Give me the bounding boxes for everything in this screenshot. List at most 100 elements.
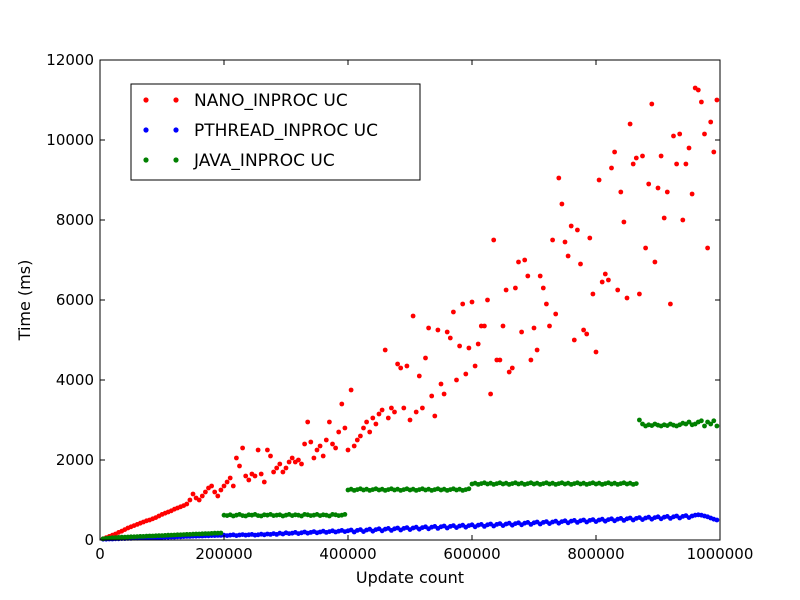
data-point-nano [702,131,707,137]
data-point-nano [482,323,487,329]
data-point-nano [237,463,242,469]
data-point-nano [578,261,583,267]
data-point-nano [320,453,326,459]
data-point-nano [286,459,292,465]
data-point-nano [695,87,701,93]
data-point-nano [593,349,599,355]
data-point-java [699,418,704,424]
data-point-nano [283,465,289,471]
data-point-nano [447,335,453,341]
data-point-nano [438,381,444,387]
data-point-nano [612,149,617,155]
data-point-nano [345,447,351,453]
data-point-nano [485,297,490,303]
data-point-nano [488,391,493,397]
data-point-nano [584,331,590,337]
legend-marker-nano [173,97,179,103]
data-point-java [702,423,707,429]
data-point-nano [184,501,190,507]
data-point-nano [441,391,447,397]
data-point-nano [227,475,233,481]
data-point-nano [221,483,227,489]
legend-label-java: JAVA_INPROC UC [193,151,335,171]
data-point-nano [258,471,264,477]
data-point-nano [621,219,627,225]
data-point-nano [624,295,630,301]
data-point-nano [686,145,692,151]
data-point-nano [671,133,676,139]
data-point-nano [429,393,435,399]
data-point-nano [230,483,236,489]
x-tick-label: 800000 [567,545,624,563]
data-point-nano [630,161,636,167]
data-point-java [633,481,639,486]
data-point-nano [212,489,218,495]
data-point-nano [705,245,710,251]
data-point-nano [358,433,363,439]
data-point-nano [460,301,466,307]
data-point-nano [435,327,441,333]
data-point-nano [190,491,196,497]
data-point-nano [457,343,462,349]
data-point-nano [252,473,258,479]
data-point-nano [668,301,673,307]
data-point-nano [599,279,605,285]
data-point-nano [274,465,280,471]
data-point-nano [506,369,512,375]
data-point-nano [677,131,683,137]
x-axis-label: Update count [356,568,464,587]
data-point-nano [711,149,717,155]
data-point-pthread [714,517,720,523]
data-point-nano [531,325,537,331]
legend-label-nano: NANO_INPROC UC [194,91,348,111]
data-point-java [708,421,714,427]
data-point-nano [199,493,205,499]
data-point-nano [308,439,314,445]
data-point-nano [714,97,720,103]
data-point-nano [423,355,428,361]
data-point-nano [376,411,382,417]
data-point-nano [196,497,202,503]
data-point-nano [354,437,360,443]
legend-marker-java [173,157,179,163]
y-tick-label: 2000 [56,451,94,469]
data-point-nano [209,483,215,489]
data-point-nano [339,401,345,407]
data-point-nano [407,417,413,423]
data-point-java [218,530,224,536]
data-point-nano [215,493,221,499]
data-point-nano [330,441,335,447]
series-nano [100,85,720,542]
data-point-nano [475,341,481,347]
data-point-nano [559,201,565,207]
data-point-nano [606,277,611,283]
data-point-java [686,419,692,425]
data-point-nano [652,259,658,265]
data-point-nano [528,357,534,363]
data-point-nano [392,409,397,415]
data-point-nano [491,237,497,243]
x-tick-label: 1000000 [687,545,754,563]
data-point-nano [364,419,369,425]
data-point-nano [602,271,608,277]
data-point-nano [565,253,571,259]
data-point-nano [327,419,332,425]
data-point-nano [618,189,624,195]
data-point-nano [370,415,376,421]
data-point-java [342,512,348,517]
data-point-nano [683,161,689,167]
data-point-nano [534,347,540,353]
data-point-nano [547,323,552,329]
data-point-nano [708,119,714,125]
data-point-nano [413,409,419,415]
data-point-nano [649,101,655,107]
data-point-nano [519,329,524,335]
series-java [100,417,720,542]
data-point-nano [373,421,379,427]
data-point-nano [398,365,404,371]
data-point-nano [562,239,568,245]
data-point-nano [333,445,338,451]
data-point-nano [503,287,509,293]
data-point-nano [658,153,664,159]
data-point-nano [382,347,388,353]
